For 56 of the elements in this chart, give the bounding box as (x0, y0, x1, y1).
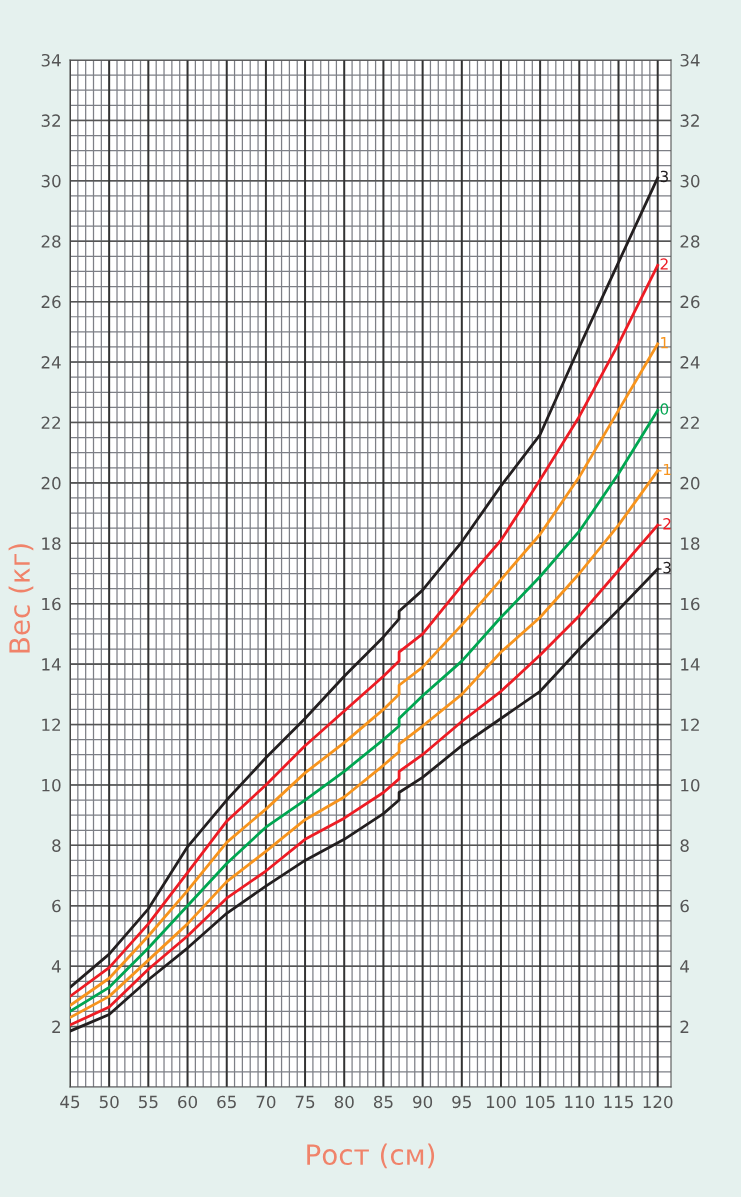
y-tick-label: 28 (41, 235, 61, 248)
series-label: 0 (660, 403, 669, 415)
x-tick-label: 55 (139, 1095, 158, 1109)
x-tick-label: 115 (604, 1095, 633, 1109)
y-tick-label: 14 (42, 658, 61, 671)
y-tick-label: 4 (51, 960, 61, 973)
y2-tick-label: 28 (680, 235, 700, 248)
y-tick-label: 2 (52, 1020, 60, 1033)
y-tick-label: 18 (42, 537, 61, 550)
x-tick-label: 110 (565, 1095, 595, 1109)
y-tick-label: 16 (42, 597, 61, 611)
y-tick-label: 34 (41, 53, 61, 67)
y2-tick-label: 26 (680, 295, 700, 309)
x-tick-label: 80 (334, 1095, 354, 1109)
y-tick-label: 26 (41, 295, 61, 309)
series-label: 1 (661, 337, 668, 349)
y-tick-label: 10 (42, 778, 61, 792)
x-tick-label: 120 (643, 1095, 673, 1109)
y2-tick-label: 16 (681, 597, 700, 611)
y2-tick-label: 22 (680, 416, 699, 429)
series-label: 3 (660, 170, 668, 183)
x-tick-label: 100 (486, 1095, 516, 1109)
y2-tick-label: 6 (680, 899, 689, 913)
y-tick-label: 12 (42, 718, 60, 731)
y-tick-label: 32 (41, 114, 60, 127)
x-tick-label: 90 (413, 1095, 433, 1109)
x-tick-label: 85 (373, 1095, 393, 1109)
x-axis-title: Рост (см) (307, 1143, 435, 1169)
series-label: 2 (660, 258, 668, 270)
y2-tick-label: 10 (681, 778, 700, 792)
y2-tick-label: 2 (680, 1020, 689, 1033)
y-tick-label: 22 (41, 416, 60, 429)
x-tick-label: 75 (295, 1095, 315, 1109)
y2-tick-label: 34 (680, 53, 700, 67)
y-tick-label: 24 (41, 356, 61, 369)
x-tick-label: 65 (217, 1095, 236, 1109)
y-tick-label: 6 (52, 899, 61, 913)
x-tick-label: 70 (256, 1095, 276, 1109)
y-axis-title: Вес (кг) (8, 544, 34, 653)
x-tick-label: 50 (99, 1095, 119, 1109)
y2-tick-label: 14 (681, 658, 700, 671)
y2-tick-label: 32 (680, 114, 699, 127)
y2-tick-label: 8 (680, 839, 689, 852)
x-tick-label: 105 (526, 1095, 555, 1109)
y-tick-label: 30 (41, 174, 61, 188)
y2-tick-label: 30 (680, 174, 700, 188)
y2-tick-label: 24 (680, 356, 700, 369)
y2-tick-label: 18 (681, 537, 700, 550)
y-tick-label: 20 (41, 476, 61, 490)
y2-tick-label: 4 (680, 960, 689, 973)
x-tick-label: 60 (178, 1095, 198, 1109)
x-tick-label: 45 (60, 1095, 80, 1109)
y2-tick-label: 12 (681, 718, 699, 731)
y-tick-label: 8 (52, 839, 61, 852)
x-tick-label: 95 (452, 1095, 471, 1109)
y2-tick-label: 20 (680, 476, 700, 490)
